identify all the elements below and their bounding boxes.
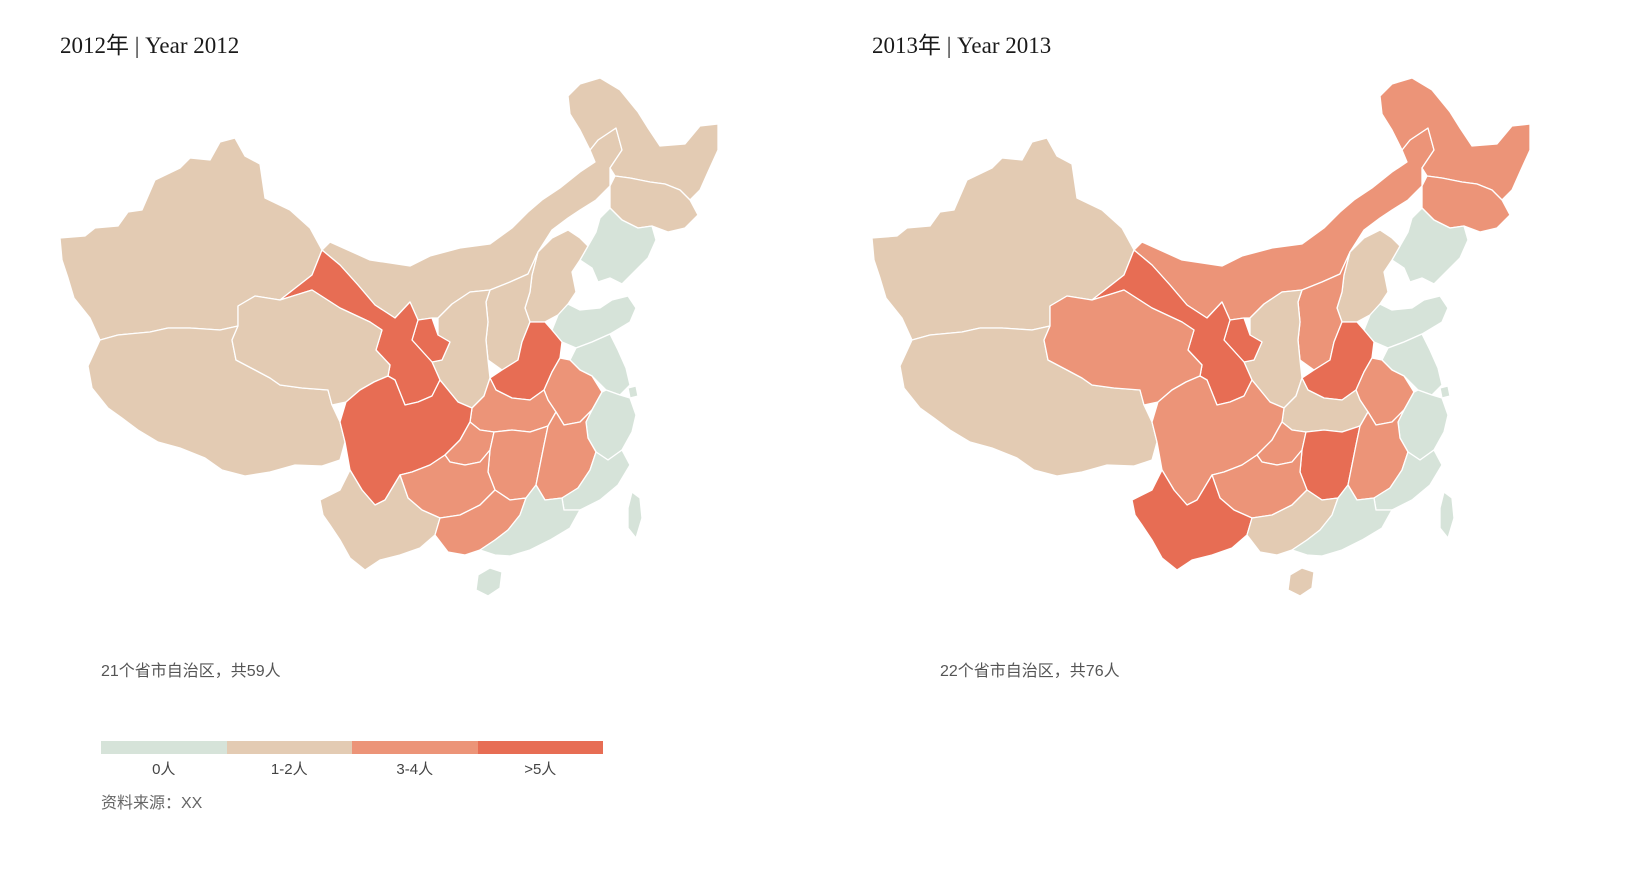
china-map <box>59 77 719 597</box>
map-panel-2012: 2012年 | Year 2012 21个省市自治区，共59人 <box>0 0 800 720</box>
province-hainan <box>475 567 503 597</box>
legend-label: >5人 <box>524 761 557 778</box>
legend-label: 0人 <box>152 761 176 778</box>
legend-label: 3-4人 <box>396 761 434 778</box>
map-summary: 21个省市自治区，共59人 <box>101 663 281 680</box>
legend-labels: 0人 1-2人 3-4人 >5人 <box>101 758 603 779</box>
province-shanghai <box>627 385 639 399</box>
province-shanghai <box>1439 385 1451 399</box>
legend-swatch <box>101 741 227 754</box>
province-fujian <box>561 449 631 511</box>
legend-label: 1-2人 <box>270 761 308 778</box>
province-guangdong <box>479 484 581 557</box>
province-taiwan <box>627 491 643 539</box>
source-note: 资料来源：XX <box>101 795 203 812</box>
legend-swatch <box>477 741 603 754</box>
province-taiwan <box>1439 491 1455 539</box>
map-legend: 0人 1-2人 3-4人 >5人 <box>101 741 603 779</box>
province-liaoning <box>579 207 657 285</box>
province-fujian <box>1373 449 1443 511</box>
province-liaoning <box>1391 207 1469 285</box>
legend-color-bar <box>101 741 603 754</box>
map-panel-2013: 2013年 | Year 2013 22个省市自治区，共76人 <box>812 0 1612 720</box>
china-map <box>871 77 1531 597</box>
legend-swatch <box>352 741 478 754</box>
province-guangdong <box>1291 484 1393 557</box>
province-hainan <box>1287 567 1315 597</box>
map-title: 2013年 | Year 2013 <box>872 33 1052 58</box>
map-title: 2012年 | Year 2012 <box>60 33 240 58</box>
province-shandong <box>1363 295 1449 349</box>
map-summary: 22个省市自治区，共76人 <box>940 663 1120 680</box>
province-shandong <box>551 295 637 349</box>
legend-swatch <box>226 741 352 754</box>
